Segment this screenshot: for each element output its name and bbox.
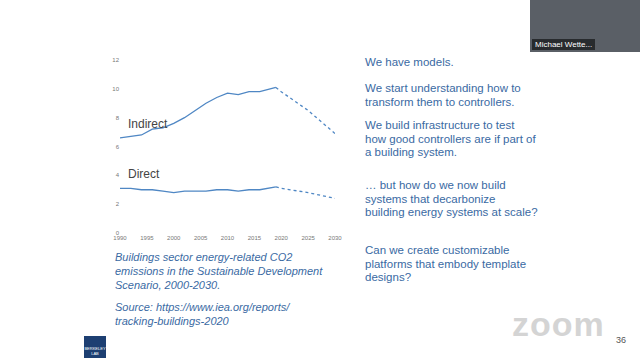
html-text:We build infrastructure to tes: We build infrastructure to test <box>365 119 515 131</box>
svg-text:8: 8 <box>116 115 120 121</box>
html-text:building energy systems at sca: building energy systems at scale? <box>365 206 538 218</box>
html-text:a building system.: a building system. <box>365 146 457 158</box>
html-text:Buildings sector energy-relate: Buildings sector energy-related CO2 <box>115 251 293 263</box>
html-text:transform them to controllers.: transform them to controllers. <box>365 95 515 108</box>
html-text:… but how do we now build: … but how do we now build <box>365 179 506 191</box>
html-text:emissions in the Sustainable D: emissions in the Sustainable Development <box>115 265 323 277</box>
svg-text:Indirect: Indirect <box>128 117 168 131</box>
html-text:36: 36 <box>616 335 626 345</box>
svg-text:1990: 1990 <box>113 235 127 241</box>
svg-text:10: 10 <box>112 86 119 92</box>
svg-text:2020: 2020 <box>275 235 289 241</box>
html-text:systems that decarbonize: systems that decarbonize <box>365 192 496 205</box>
html-text:We start understanding how to: We start understanding how to <box>365 82 521 94</box>
html-text:We have models.: We have models. <box>365 56 454 68</box>
svg-text:Direct: Direct <box>128 167 160 181</box>
svg-text:4: 4 <box>116 172 120 178</box>
svg-text:2030: 2030 <box>328 235 342 241</box>
svg-text:2000: 2000 <box>167 235 181 241</box>
html-text:designs?: designs? <box>365 271 411 283</box>
html-text:zoom: zoom <box>512 305 605 343</box>
html-text:Scenario, 2000-2030.: Scenario, 2000-2030. <box>115 279 221 291</box>
html-text:Can we create customizable: Can we create customizable <box>365 244 510 256</box>
svg-text:2: 2 <box>116 201 120 207</box>
html-text:Michael Wette...: Michael Wette... <box>535 40 593 49</box>
svg-text:2015: 2015 <box>248 235 262 241</box>
svg-text:1995: 1995 <box>140 235 154 241</box>
svg-text:0: 0 <box>116 230 120 236</box>
html-text:platforms that embody template: platforms that embody template <box>365 257 527 270</box>
html-text:BERKELEY LAB: BERKELEY LAB <box>84 346 106 356</box>
html-text:tracking-buildings-2020: tracking-buildings-2020 <box>115 315 229 327</box>
html-text:how good controllers are if pa: how good controllers are if part of <box>365 132 536 145</box>
svg-text:2010: 2010 <box>221 235 235 241</box>
svg-text:6: 6 <box>116 144 120 150</box>
html-text:Source: https://www.iea.org/re: Source: https://www.iea.org/reports/ <box>115 301 290 313</box>
svg-text:2025: 2025 <box>301 235 315 241</box>
svg-text:12: 12 <box>112 57 119 63</box>
svg-text:2005: 2005 <box>194 235 208 241</box>
